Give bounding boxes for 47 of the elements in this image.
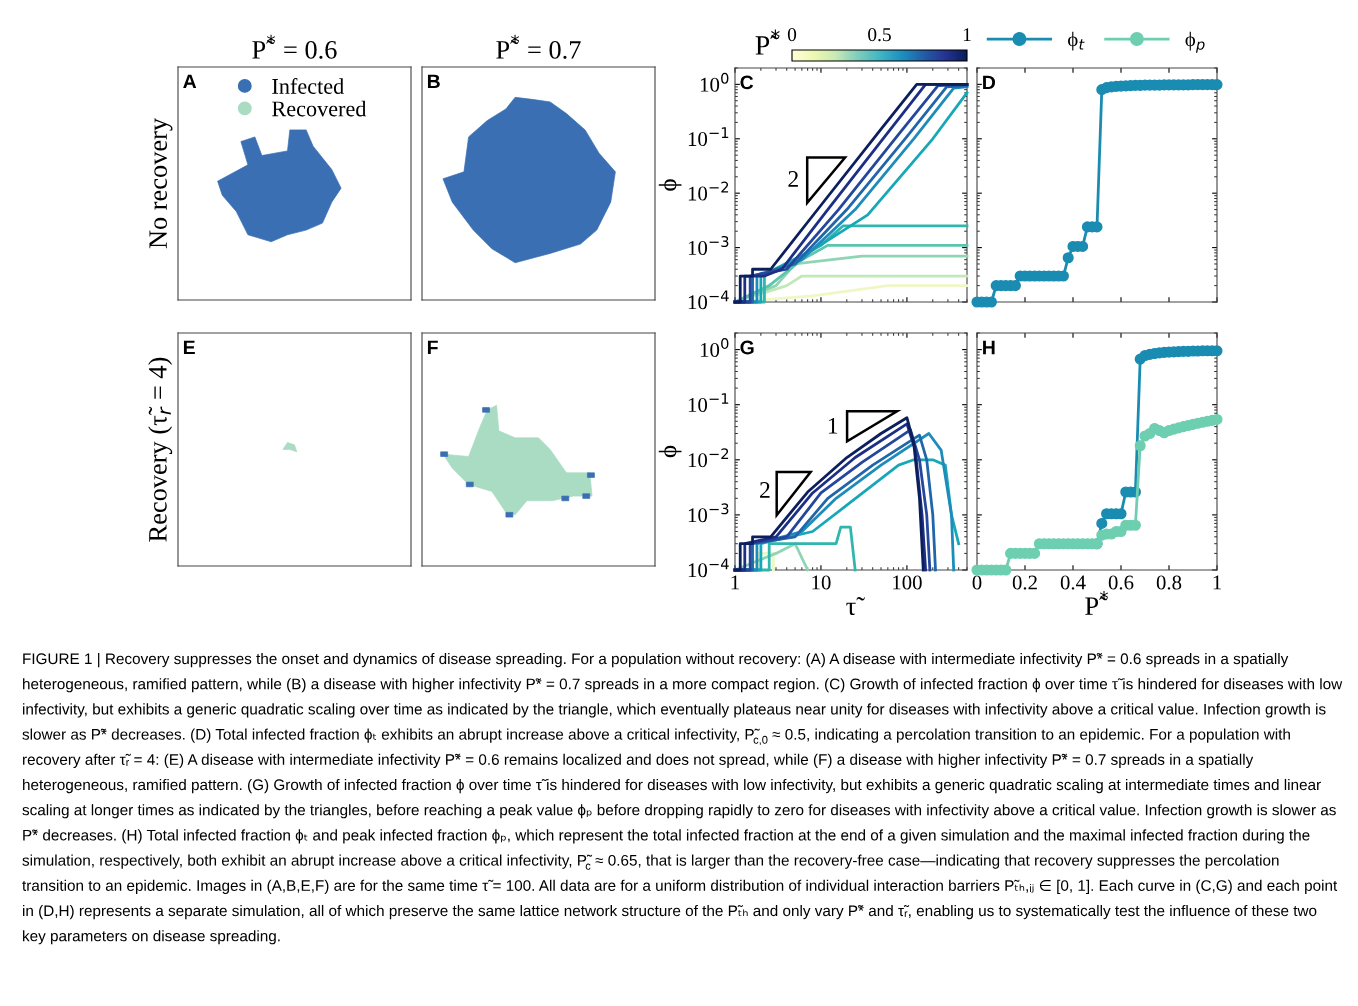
text: P̃$^{*}$ = 0.7 (496, 34, 581, 59)
text: FIGURE 1 | Recovery suppresses the onset and dynamics of disease spreading. For a population without recovery: (A) A disease with intermediate infectivity P̃* = 0.6 spreads in a spatially heterogeneous, ramified pattern, while (B) a disease with higher infectivity P̃* = 0.7 spreads in a more compact region. (C) Growth of infected fraction ϕ over time τ̃ is hindered for diseases with low infectivity, but exhibits a generic quadratic scaling over time as indicated by the triangle, which eventually plateaus near unity for diseases with infectivity above a critical value. Infection growth is slower as P̃* decreases. (D) Total infected fraction ϕₜ exhibits an abrupt increase above a critical infectivity, P̃c,0 ≈ 0.5, indicating a percolation transition to an epidemic. For a population with recovery after τ̃ᵣ = 4: (E) A disease with intermediate infectivity P̃* = 0.6 remains localized and does not spread, while (F) a disease with higher infectivity P̃* = 0.7 spreads in a spatially heterogeneous, ramified pattern. (G) Growth of infected fraction ϕ over time τ̃ is hindered for diseases with low infectivity, but exhibits a generic quadratic scaling at intermediate times and linear scaling at longer times as indicated by the triangles, before reaching a peak value ϕₚ before dropping rapidly to zero for diseases with infectivity above a critical value. Infection growth is slower as P̃* decreases. (H) Total infected fraction ϕₜ and peak infected fraction ϕₚ, which represent the total infected fraction at the end of a given simulation and the maximal infected fraction during the simulation, respectively, both exhibit an abrupt increase above a critical infectivity, P̃c ≈ 0.65, that is larger than the recovery-free case—indicating that recovery suppresses the percolation transition to an epidemic. Images in (A,B,E,F) are for the same time τ̃ = 100. All data are for a uniform distribution of individual interaction barriers P̃ₜₕ,ᵢⱼ ∈ [0, 1]. Each curve in (C,G) and each point in (D,H) represents a separate simulation, all of which preserve the same lattice network structure of the P̃ₜₕ and only vary P̃* and τ̃ᵣ, enabling us to systematically test the influence of these two key parameters on disease spreading. (22, 652, 1343, 945)
annotation: D (983, 75, 996, 90)
y-tick-label: 10$^{−3}$ (688, 503, 729, 523)
y-tick-label: 10$^{−2}$ (688, 181, 729, 201)
annotation: H (983, 340, 995, 355)
y-tick-label: 10$^{−3}$ (688, 236, 729, 255)
y-tick-label: 10$^{0}$ (700, 72, 729, 92)
y-tick-label: 10$^{−4}$ (688, 558, 729, 578)
x-tick-label: 0.2 (1012, 575, 1037, 590)
x-tick-label: 0.8 (1156, 575, 1182, 590)
y-tick-label: 10$^{−2}$ (688, 448, 729, 468)
y-axis-title: ϕ (658, 179, 682, 191)
y-tick-label: 10$^{−4}$ (688, 290, 729, 310)
x-tick-label: 10 (812, 575, 831, 590)
y-tick-label: 10$^{−1}$ (688, 127, 729, 147)
y-tick-label: 10$^{−1}$ (688, 393, 729, 413)
y-tick-label: 10$^{0}$ (700, 337, 729, 357)
annotation: 2 (788, 171, 798, 187)
x-tick-label: 100 (893, 575, 922, 590)
legend-label: Infected (272, 78, 344, 94)
x-tick-label: 0.4 (1060, 575, 1086, 590)
text: B (427, 74, 440, 89)
x-tick-label: 0 (972, 575, 982, 590)
legend-label: ϕ$_{p}$ (1185, 31, 1205, 53)
text: Recovery (τ̃$_{r}$ = 4) (148, 357, 173, 542)
legend-label: Recovered (272, 100, 367, 117)
color-bar-label: 0.5 (868, 28, 891, 42)
x-tick-label: 1 (1213, 575, 1221, 590)
text: No recovery (149, 118, 173, 249)
text: F (427, 340, 438, 355)
text: A (183, 74, 197, 89)
legend-label: ϕ$_{t}$ (1068, 31, 1085, 51)
text: E (183, 340, 195, 355)
color-bar-label: 0 (787, 28, 797, 42)
x-axis-title: τ̃ (846, 597, 865, 616)
annotation: 2 (760, 482, 770, 498)
text: P̃$^{*}$ = 0.6 (252, 34, 337, 59)
annotation: C (740, 75, 754, 90)
y-axis-title: ϕ (658, 445, 682, 458)
color-bar-label: 1 (963, 28, 971, 41)
color-bar-title: P̃$^{*}$ (755, 29, 780, 55)
annotation: 1 (828, 417, 838, 434)
x-tick-label: 1 (731, 575, 739, 590)
x-axis-title: P̃$^{*}$ (1085, 590, 1109, 615)
annotation: G (740, 340, 754, 355)
x-tick-label: 0.6 (1108, 575, 1134, 590)
